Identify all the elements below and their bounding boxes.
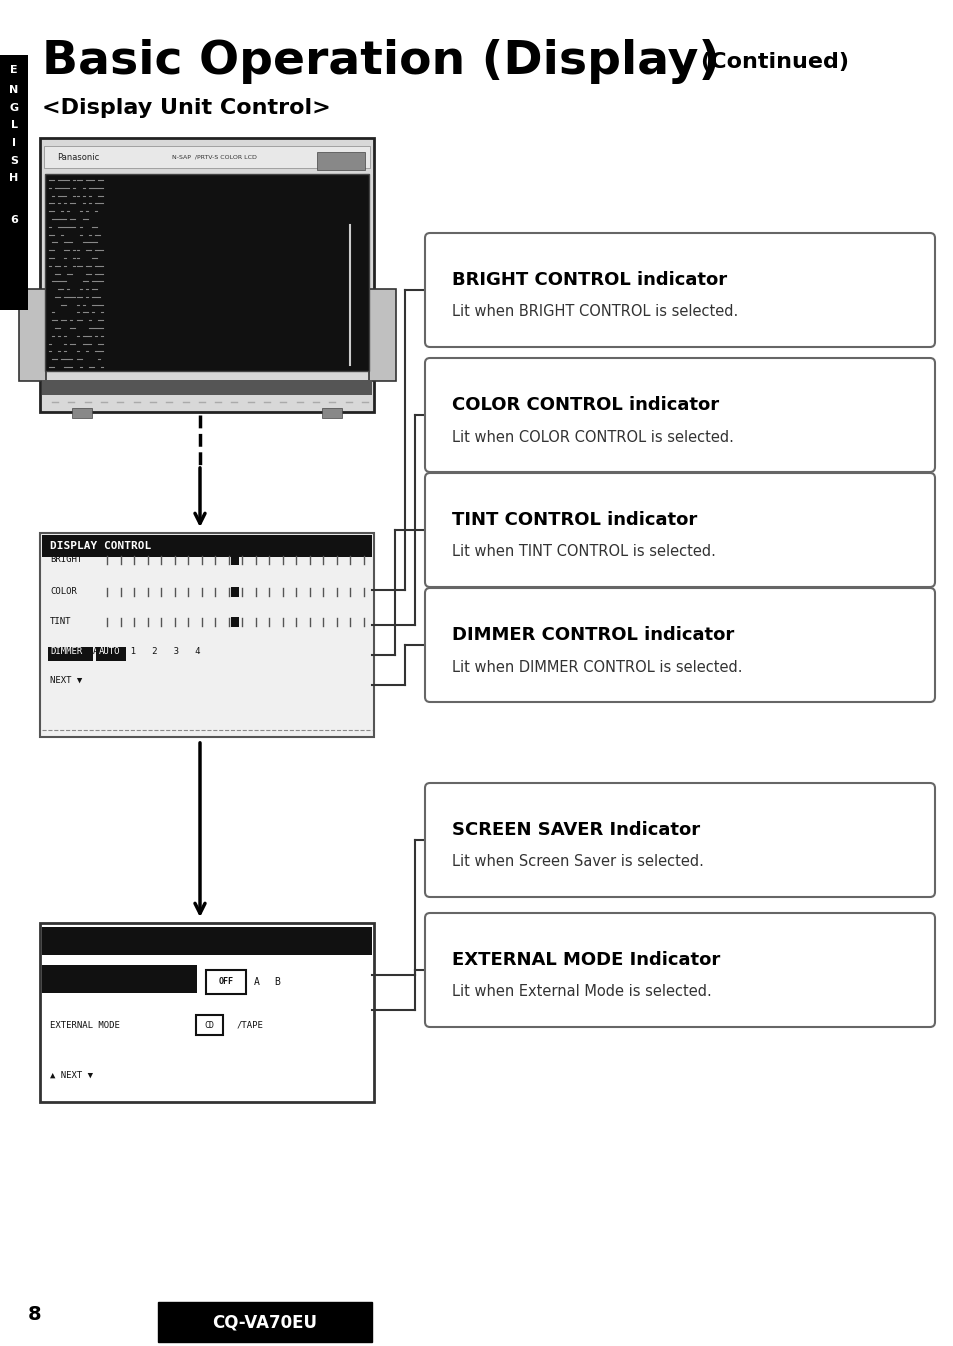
FancyBboxPatch shape (232, 616, 239, 627)
Text: Lit when COLOR CONTROL is selected.: Lit when COLOR CONTROL is selected. (452, 429, 733, 444)
FancyBboxPatch shape (44, 145, 370, 168)
Text: TINT CONTROL indicator: TINT CONTROL indicator (452, 511, 697, 529)
FancyBboxPatch shape (40, 923, 374, 1102)
FancyBboxPatch shape (424, 233, 934, 347)
FancyBboxPatch shape (42, 380, 372, 394)
FancyBboxPatch shape (42, 534, 372, 557)
Text: OFF: OFF (218, 977, 233, 987)
FancyBboxPatch shape (424, 783, 934, 896)
Text: DIMMER: DIMMER (50, 647, 82, 657)
Text: Lit when External Mode is selected.: Lit when External Mode is selected. (452, 984, 711, 1000)
FancyBboxPatch shape (369, 289, 395, 381)
FancyBboxPatch shape (232, 587, 239, 598)
Text: EXTERNAL MODE Indicator: EXTERNAL MODE Indicator (452, 952, 720, 969)
Text: Lit when BRIGHT CONTROL is selected.: Lit when BRIGHT CONTROL is selected. (452, 304, 738, 319)
FancyBboxPatch shape (232, 555, 239, 565)
FancyBboxPatch shape (424, 358, 934, 472)
Text: ▲ NEXT ▼: ▲ NEXT ▼ (50, 1070, 92, 1079)
FancyBboxPatch shape (19, 289, 46, 381)
FancyBboxPatch shape (96, 647, 126, 661)
FancyBboxPatch shape (195, 1015, 223, 1035)
Text: DIMMER  AUTO   1   2   3   4: DIMMER AUTO 1 2 3 4 (50, 647, 200, 657)
FancyBboxPatch shape (0, 55, 28, 310)
FancyBboxPatch shape (424, 913, 934, 1027)
FancyBboxPatch shape (71, 408, 91, 419)
FancyBboxPatch shape (48, 647, 92, 661)
Text: (Continued): (Continued) (700, 52, 848, 71)
Text: CD: CD (204, 1020, 213, 1030)
FancyBboxPatch shape (158, 1302, 372, 1342)
FancyBboxPatch shape (424, 472, 934, 587)
Text: COLOR CONTROL indicator: COLOR CONTROL indicator (452, 396, 719, 415)
FancyBboxPatch shape (42, 965, 196, 993)
Text: EXTERNAL MODE: EXTERNAL MODE (50, 1020, 120, 1030)
Text: E: E (10, 65, 18, 75)
Text: SCREEN SAVER Indicator: SCREEN SAVER Indicator (452, 821, 700, 839)
Text: Lit when TINT CONTROL is selected.: Lit when TINT CONTROL is selected. (452, 545, 715, 560)
Text: /TAPE: /TAPE (236, 1020, 264, 1030)
Text: DIMMER CONTROL indicator: DIMMER CONTROL indicator (452, 626, 734, 643)
Text: N: N (10, 85, 19, 96)
FancyBboxPatch shape (45, 174, 369, 371)
FancyBboxPatch shape (40, 533, 374, 738)
Text: L: L (10, 120, 17, 131)
Text: TINT: TINT (50, 618, 71, 626)
Text: S: S (10, 156, 18, 166)
Text: Basic Operation (Display): Basic Operation (Display) (42, 39, 720, 85)
FancyBboxPatch shape (424, 588, 934, 703)
Text: Lit when DIMMER CONTROL is selected.: Lit when DIMMER CONTROL is selected. (452, 660, 741, 674)
Text: CQ-VA70EU: CQ-VA70EU (213, 1312, 317, 1331)
Text: I: I (12, 139, 16, 148)
Text: DISPLAY CONTROL: DISPLAY CONTROL (50, 541, 152, 551)
Text: COLOR: COLOR (50, 587, 77, 596)
Text: B: B (274, 977, 279, 987)
Text: 8: 8 (28, 1306, 42, 1324)
FancyBboxPatch shape (316, 152, 365, 170)
Text: A: A (253, 977, 259, 987)
Text: BRIGHT: BRIGHT (50, 556, 82, 564)
FancyBboxPatch shape (206, 970, 246, 993)
FancyBboxPatch shape (322, 408, 341, 419)
Text: G: G (10, 104, 18, 113)
Text: NEXT ▼: NEXT ▼ (50, 676, 82, 685)
Text: H: H (10, 174, 19, 183)
Text: Panasonic: Panasonic (57, 152, 99, 162)
FancyBboxPatch shape (40, 139, 374, 412)
FancyBboxPatch shape (42, 927, 372, 956)
Text: 6: 6 (10, 215, 18, 225)
Text: N-SAP  /PRTV-S COLOR LCD: N-SAP /PRTV-S COLOR LCD (172, 155, 256, 159)
Text: AUTO: AUTO (99, 647, 120, 657)
Text: Lit when Screen Saver is selected.: Lit when Screen Saver is selected. (452, 855, 703, 870)
Text: BRIGHT CONTROL indicator: BRIGHT CONTROL indicator (452, 271, 726, 289)
Text: <Display Unit Control>: <Display Unit Control> (42, 98, 331, 118)
